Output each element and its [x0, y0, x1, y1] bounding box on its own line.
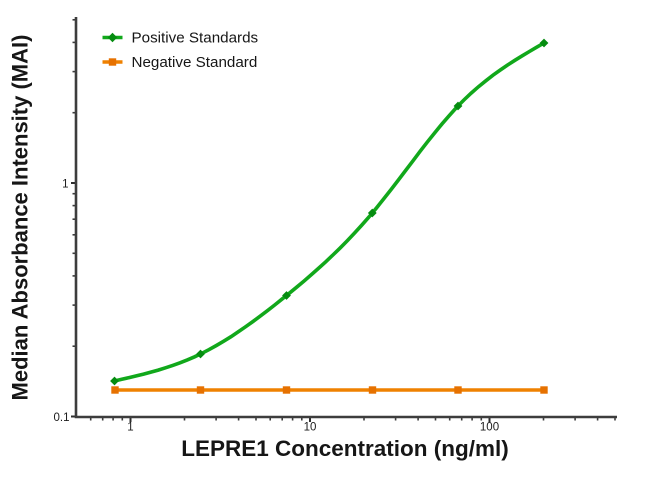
svg-text:LEPRE1 Concentration (ng/ml): LEPRE1 Concentration (ng/ml) [181, 436, 509, 461]
svg-text:Negative Standard: Negative Standard [132, 54, 258, 71]
svg-text:1: 1 [62, 178, 68, 190]
svg-text:Positive Standards: Positive Standards [132, 30, 259, 47]
svg-text:100: 100 [480, 422, 499, 434]
svg-text:1: 1 [127, 422, 133, 434]
svg-text:Median Absorbance Intensity (M: Median Absorbance Intensity (MAI) [8, 35, 33, 401]
svg-text:10: 10 [304, 422, 317, 434]
svg-text:0.1: 0.1 [54, 412, 70, 424]
